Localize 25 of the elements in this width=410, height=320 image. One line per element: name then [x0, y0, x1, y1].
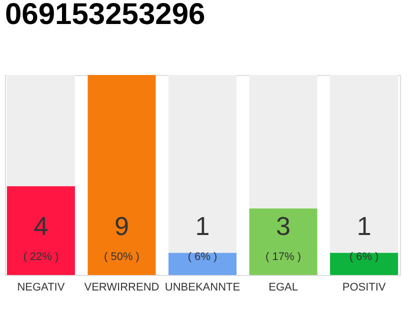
- bar: [249, 75, 318, 208]
- bar: [168, 252, 236, 275]
- annotation: ( 17% ): [266, 251, 302, 263]
- data-label: 4: [34, 211, 48, 241]
- bar: [330, 75, 398, 253]
- annotation: ( 6% ): [349, 251, 379, 263]
- chart-title: 069153253296: [5, 0, 206, 31]
- bar: [88, 75, 156, 275]
- annotation: ( 50% ): [104, 251, 140, 263]
- annotation: ( 6% ): [188, 251, 218, 263]
- x-tick-label: UNBEKANNTE: [164, 282, 240, 294]
- data-label: 3: [276, 211, 291, 241]
- x-tick-label: POSITIV: [342, 282, 386, 294]
- bar: [6, 186, 75, 275]
- data-label: 1: [356, 211, 372, 241]
- x-tick-label: EGAL: [268, 282, 298, 294]
- data-label: 9: [114, 211, 129, 241]
- annotation: ( 22% ): [23, 251, 59, 263]
- x-tick-label: VERWIRREND: [84, 282, 160, 294]
- x-tick-label: NEGATIV: [17, 282, 66, 294]
- bar: [330, 252, 398, 275]
- bar: [168, 75, 236, 253]
- data-label: 1: [195, 211, 210, 241]
- bar: [249, 208, 318, 275]
- bar: [6, 75, 75, 186]
